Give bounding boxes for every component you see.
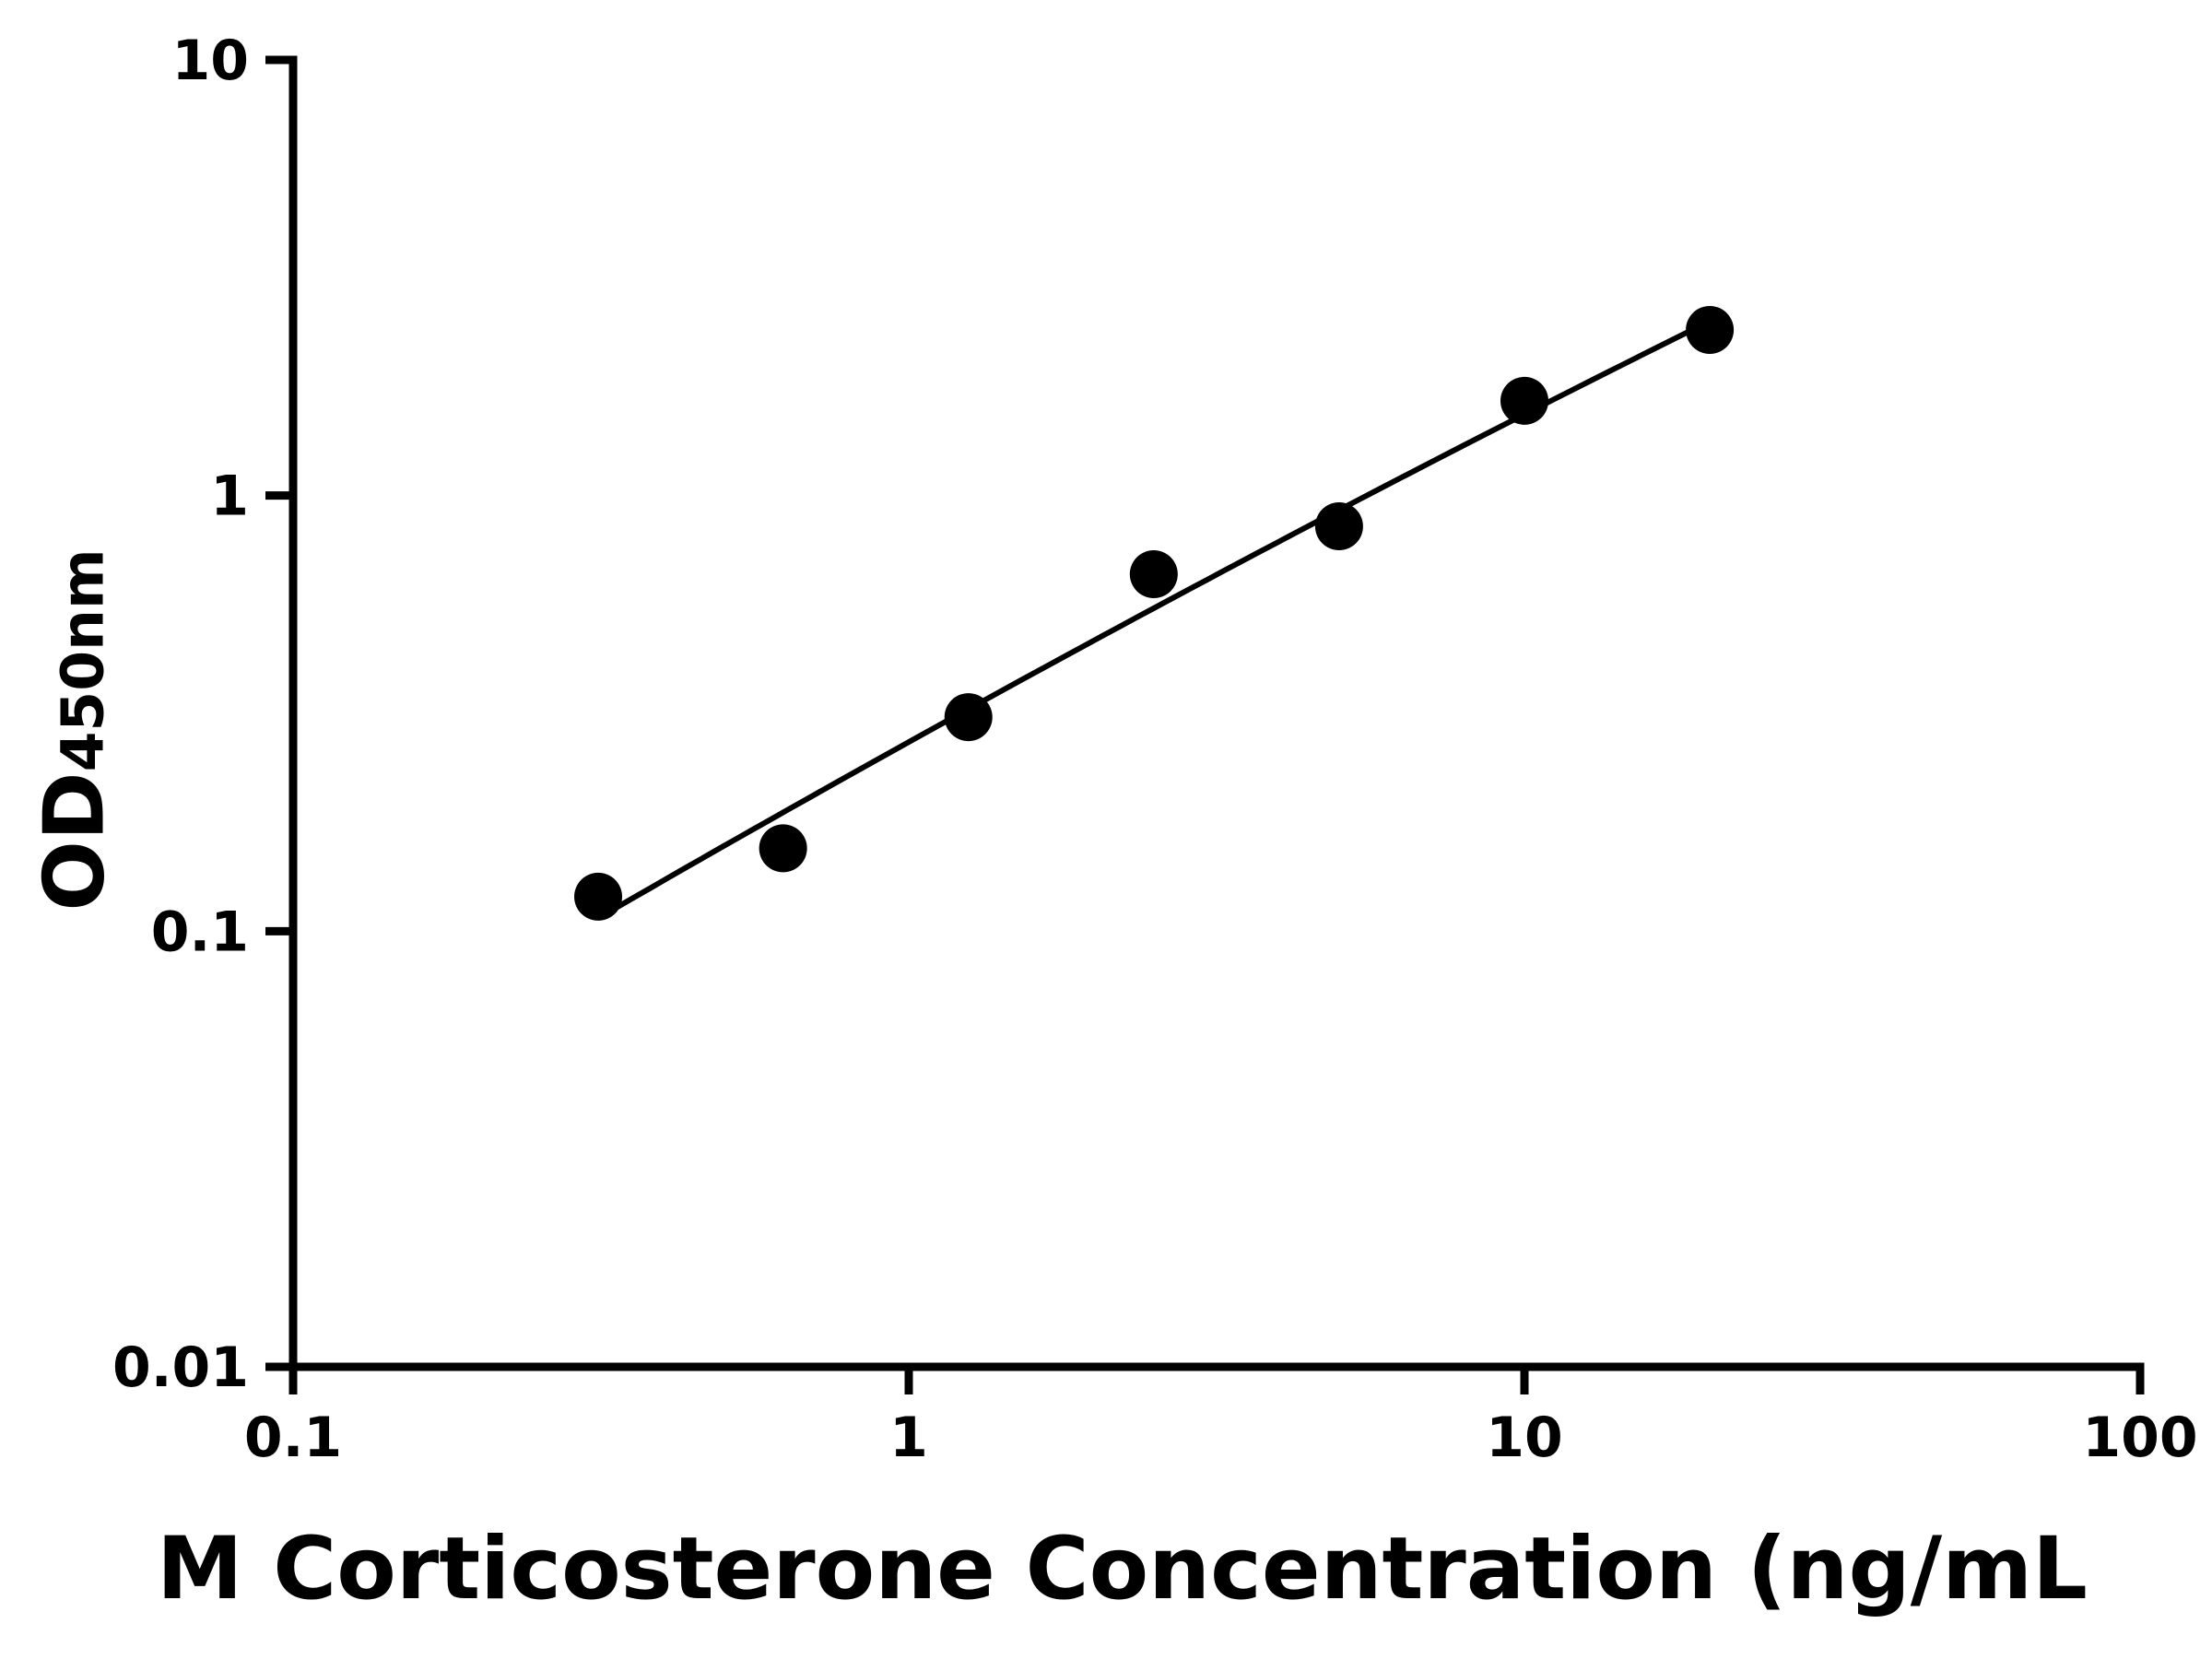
y-axis-title-sub: 450nm [49,548,117,772]
data-point [944,693,993,742]
x-axis-title: M Corticosterone Concentration (ng/mL [157,1519,2088,1619]
data-point [759,824,807,873]
y-tick-label: 1 [210,465,249,529]
y-tick-label: 0.1 [151,900,249,964]
x-tick-label: 10 [1486,1406,1563,1470]
x-tick-label: 0.1 [244,1406,342,1470]
y-tick-label: 10 [172,29,250,93]
data-point [574,872,623,921]
data-point [1129,549,1178,598]
y-axis-title: OD450nm [27,548,124,911]
x-tick-label: 100 [2082,1406,2197,1470]
x-tick-label: 1 [889,1406,928,1470]
data-point [1314,502,1363,551]
data-point [1500,376,1548,425]
data-point [1686,305,1735,354]
y-tick-label: 0.01 [112,1335,249,1400]
y-axis-title-main: OD [26,771,124,912]
